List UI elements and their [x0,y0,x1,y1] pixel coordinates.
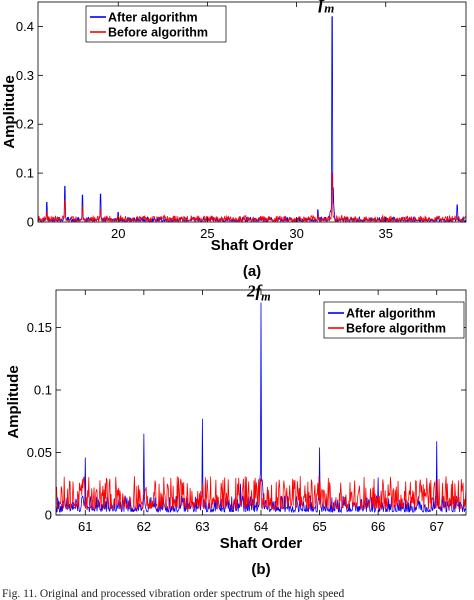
series-line-before-algorithm [38,172,466,222]
panel-label: (a) [243,263,261,280]
panel-label: (b) [251,561,270,578]
y-tick-label: 0.1 [16,166,34,181]
peak-annotation: 2fm [246,282,271,304]
y-tick-label: 0.1 [34,383,52,398]
y-axis-label: Amplitude [5,365,22,438]
legend-entry: Before algorithm [108,26,208,40]
x-tick-label: 25 [200,226,214,241]
x-tick-label: 67 [429,519,443,534]
x-tick-label: 65 [312,519,326,534]
series-line-after-algorithm [38,16,466,222]
figure-caption: Fig. 11. Original and processed vibratio… [2,588,345,600]
x-tick-label: 66 [371,519,385,534]
chart-panel-a: 20 25 30 35 0 0.1 0.2 0.3 0.4 Shaft Order Amplitud… [1,0,467,280]
y-tick-label: 0.4 [16,19,34,34]
y-tick-label: 0.3 [16,68,34,83]
x-tick-label: 63 [195,519,209,534]
x-tick-label: 30 [289,226,303,241]
peak-annotation: fm [318,0,334,16]
x-axis-label: Shaft Order [220,535,303,552]
y-tick-label: 0.05 [27,445,52,460]
x-tick-label: 61 [78,519,92,534]
x-tick-label: 20 [111,226,125,241]
y-tick-label: 0.15 [27,320,52,335]
chart-panel-b: 61 62 63 64 65 66 67 0 0.05 0.1 0.15 Shaft Order Amp… [5,282,467,578]
plot-area [38,16,466,222]
y-tick-label: 0 [45,508,52,523]
legend-box [85,5,227,43]
series-line-after-algorithm [56,302,466,514]
legend-box [323,301,465,339]
legend-entry: After algorithm [108,11,198,25]
legend-entry: After algorithm [346,307,436,321]
x-axis-label: Shaft Order [211,237,294,254]
y-axis-label: Amplitude [1,75,18,148]
axes-box [37,1,467,223]
x-tick-label: 62 [137,519,151,534]
x-tick-label: 64 [254,519,268,534]
legend-entry: Before algorithm [346,322,446,336]
plot-area [56,302,466,514]
y-tick-label: 0 [27,215,34,230]
y-tick-label: 0.2 [16,117,34,132]
series-line-before-algorithm [56,476,466,511]
x-tick-label: 35 [379,226,393,241]
